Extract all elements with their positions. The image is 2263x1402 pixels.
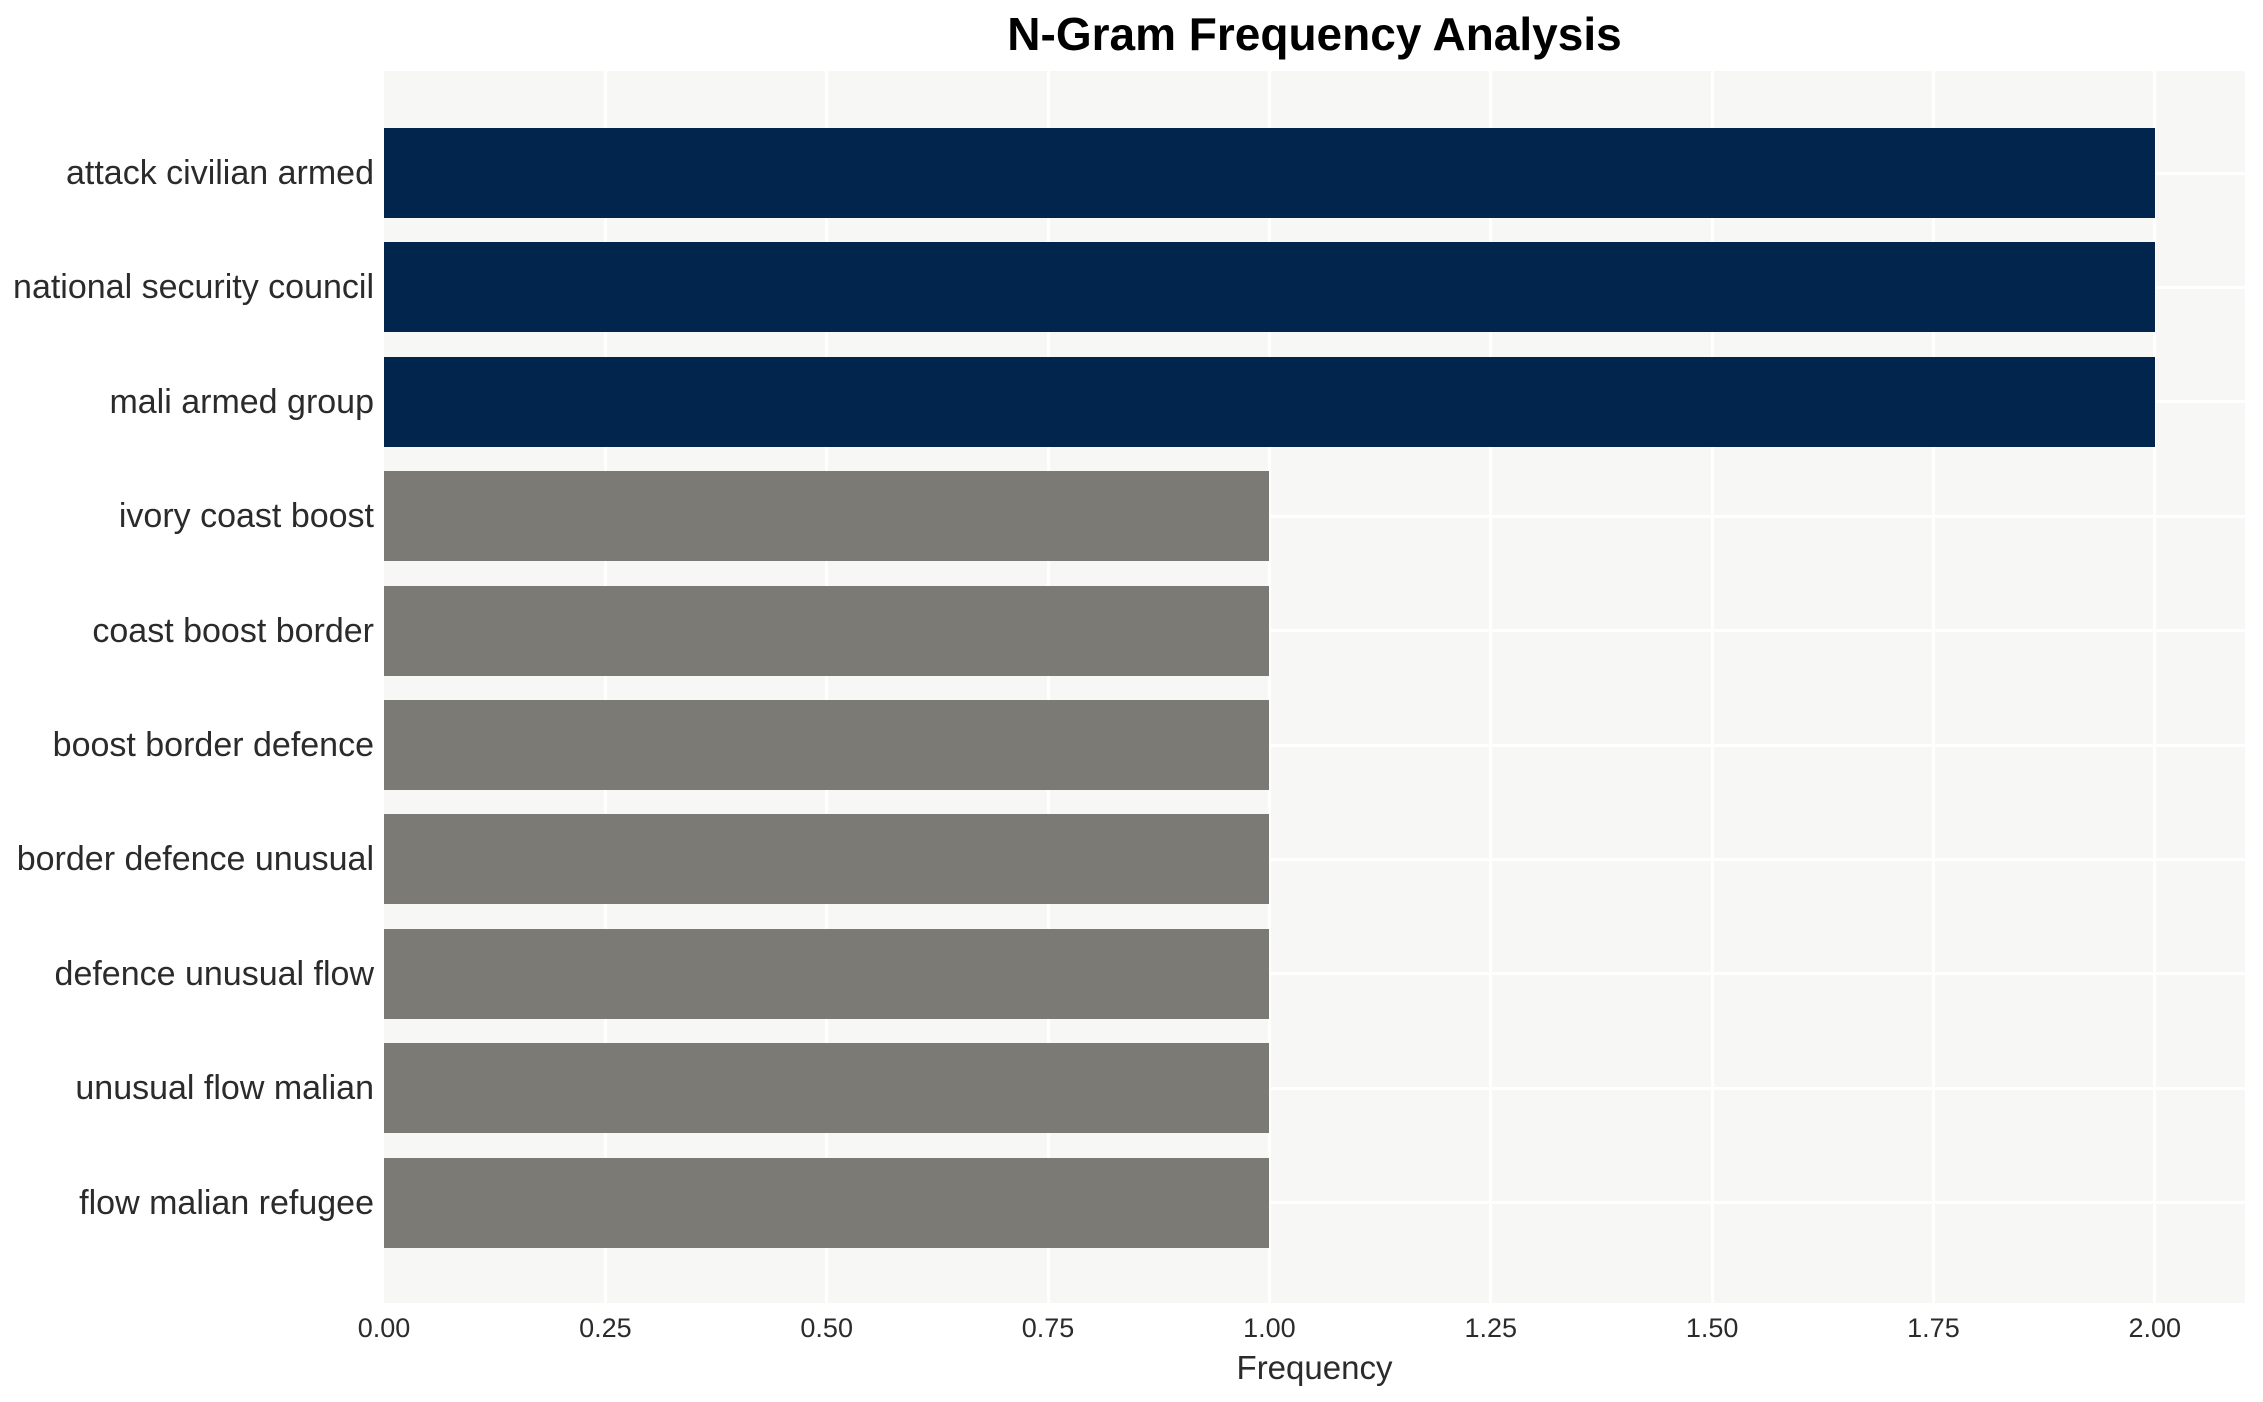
y-tick-label: flow malian refugee xyxy=(79,1183,374,1222)
y-tick-label: boost border defence xyxy=(52,726,374,764)
bar-ivory-coast-boost xyxy=(384,471,1270,562)
bar-border-defence-unusual xyxy=(384,814,1270,905)
bar-flow-malian-refugee xyxy=(384,1157,1270,1248)
chart-title: N-Gram Frequency Analysis xyxy=(1007,8,1622,60)
vertical-gridline xyxy=(1931,71,1935,1303)
horizontal-gridline xyxy=(384,857,2245,861)
x-tick-label: 0.00 xyxy=(357,1313,411,1343)
bar-unusual-flow-malian xyxy=(384,1043,1270,1134)
horizontal-gridline xyxy=(384,1086,2245,1090)
bar-national-security-council xyxy=(384,242,2155,333)
y-tick-label: national security council xyxy=(13,268,374,307)
bar-boost-border-defence xyxy=(384,700,1270,790)
y-tick-label: defence unusual flow xyxy=(54,954,374,993)
vertical-gridline xyxy=(1267,71,1271,1303)
horizontal-gridline xyxy=(384,1201,2245,1205)
vertical-gridline xyxy=(1710,71,1714,1303)
vertical-gridline xyxy=(603,71,607,1303)
x-axis-tick-labels: 0.00 0.25 0.50 0.75 1.00 1.25 1.50 1.75 2.00 xyxy=(0,1312,2263,1344)
horizontal-gridline xyxy=(384,972,2245,976)
x-tick-label: 1.00 xyxy=(1243,1313,1296,1343)
y-tick-label: coast boost border xyxy=(92,611,374,650)
y-tick-label: mali armed group xyxy=(109,382,374,421)
bar-mali-armed-group xyxy=(384,356,2155,447)
y-tick-label: unusual flow malian xyxy=(75,1069,374,1108)
x-tick-label: 1.25 xyxy=(1464,1313,1518,1343)
horizontal-gridline xyxy=(384,514,2245,518)
x-axis-title: Frequency xyxy=(1236,1349,1393,1386)
bar-coast-boost-border xyxy=(384,585,1270,676)
horizontal-gridline xyxy=(384,629,2245,633)
plot-area xyxy=(384,71,2245,1303)
bar-defence-unusual-flow xyxy=(384,928,1270,1019)
x-tick-label: 1.75 xyxy=(1907,1313,1960,1343)
x-tick-label: 0.75 xyxy=(1021,1313,1075,1343)
y-axis-labels: attack civilian armed national security c… xyxy=(0,0,374,1402)
x-tick-label: 1.50 xyxy=(1685,1313,1739,1343)
bar-attack-civilian-armed xyxy=(384,128,2155,218)
y-tick-label: attack civilian armed xyxy=(65,154,374,192)
x-tick-label: 0.25 xyxy=(579,1313,632,1343)
x-tick-label: 2.00 xyxy=(2128,1313,2182,1343)
vertical-gridline xyxy=(825,71,829,1303)
horizontal-gridline xyxy=(384,743,2245,747)
vertical-gridline xyxy=(2153,71,2157,1303)
x-tick-label: 0.50 xyxy=(800,1313,853,1343)
y-tick-label: ivory coast boost xyxy=(118,497,374,536)
vertical-gridline xyxy=(1046,71,1050,1303)
vertical-gridline xyxy=(1489,71,1493,1303)
y-tick-label: border defence unusual xyxy=(16,840,374,879)
